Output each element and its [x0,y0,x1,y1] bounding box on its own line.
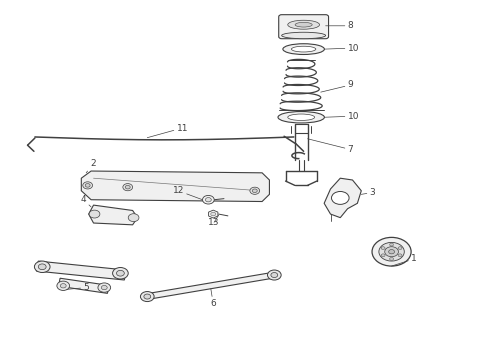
Ellipse shape [282,32,326,39]
Circle shape [252,189,257,193]
Polygon shape [36,261,126,280]
Circle shape [268,270,281,280]
Circle shape [128,214,139,222]
Circle shape [385,247,398,257]
Circle shape [83,182,93,189]
Circle shape [331,192,349,204]
Circle shape [125,185,130,189]
Text: 5: 5 [67,283,89,292]
Text: 4: 4 [80,195,91,207]
Circle shape [57,281,70,291]
Text: 8: 8 [326,21,353,30]
Circle shape [398,254,402,257]
Circle shape [205,198,211,202]
Circle shape [60,284,66,288]
Circle shape [34,261,50,273]
Circle shape [144,294,151,299]
Text: 6: 6 [210,289,216,308]
Text: 9: 9 [321,81,353,92]
Ellipse shape [278,112,324,123]
Text: 1: 1 [392,255,417,266]
Circle shape [390,243,393,246]
Polygon shape [81,171,270,202]
Circle shape [85,184,90,187]
Text: 12: 12 [172,186,202,200]
Text: 10: 10 [325,112,359,121]
Circle shape [398,247,402,249]
Circle shape [98,283,111,292]
Polygon shape [89,205,138,225]
Text: 10: 10 [325,44,359,53]
Circle shape [89,210,100,218]
Ellipse shape [288,20,319,29]
Polygon shape [147,272,275,300]
Circle shape [381,254,385,257]
Circle shape [117,270,124,276]
Ellipse shape [283,44,324,54]
Ellipse shape [288,114,315,121]
Text: 3: 3 [361,188,375,197]
Text: 7: 7 [308,139,353,154]
Circle shape [211,212,216,216]
Circle shape [113,267,128,279]
Ellipse shape [295,22,312,27]
Polygon shape [59,278,109,293]
Circle shape [101,285,107,290]
Polygon shape [324,178,361,218]
Text: 13: 13 [208,215,220,227]
Circle shape [250,187,260,194]
Circle shape [381,247,385,249]
Circle shape [202,195,214,204]
Circle shape [379,242,404,261]
Ellipse shape [292,46,316,52]
Circle shape [389,249,394,254]
Text: 11: 11 [147,123,188,138]
Circle shape [372,237,411,266]
Circle shape [141,292,154,302]
Circle shape [390,257,393,260]
FancyBboxPatch shape [279,15,329,39]
Circle shape [38,264,46,270]
Circle shape [123,184,133,191]
Circle shape [271,273,278,278]
Text: 2: 2 [86,159,96,173]
